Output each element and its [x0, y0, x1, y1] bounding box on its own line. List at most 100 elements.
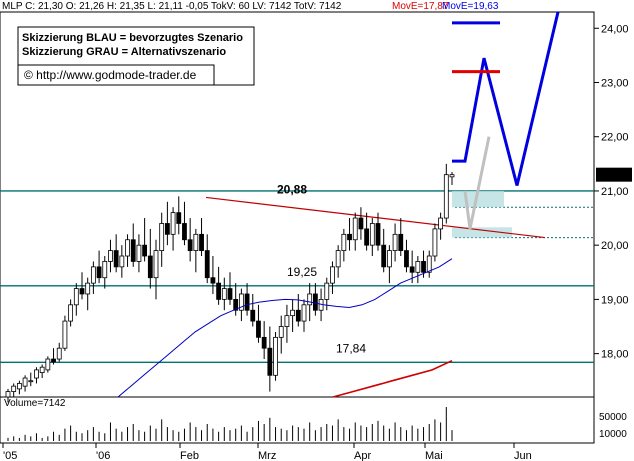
moving-average-red	[332, 359, 453, 398]
candle-body	[404, 250, 409, 268]
x-tick-label: Feb	[180, 450, 199, 461]
candle-body	[108, 250, 113, 262]
last-price-box	[596, 167, 632, 182]
candle-body	[119, 255, 125, 268]
candle-body	[164, 223, 170, 235]
header-mov2: MovE=19,63	[442, 1, 499, 12]
candle-body	[392, 233, 398, 251]
candle-body	[398, 233, 404, 251]
candle-body	[369, 223, 375, 246]
candle-body	[187, 239, 193, 251]
candle-body	[415, 261, 421, 273]
candle-body	[130, 239, 136, 262]
candle-body	[301, 304, 307, 322]
legend-line-gray: Skizzierung GRAU = Alternativszenario	[22, 46, 226, 58]
y-tick-label: 24,00	[601, 23, 629, 35]
candle-body	[90, 266, 96, 284]
candle-body	[250, 309, 256, 322]
x-tick-label: Jun	[514, 450, 532, 461]
candle-body	[426, 255, 432, 273]
candle-body	[102, 261, 108, 279]
candle-body	[273, 336, 278, 376]
candle-body	[210, 277, 216, 284]
candle-body	[278, 326, 284, 338]
candle-body	[136, 244, 142, 262]
y-tick-label: 21,00	[601, 186, 629, 198]
candle-body	[364, 228, 370, 246]
x-tick-label: Mrz	[258, 450, 276, 461]
header-mov1: MovE=17,87	[392, 1, 449, 12]
candle-body	[295, 309, 301, 322]
y-tick-label: 18,00	[601, 349, 629, 361]
level-label: 19,25	[287, 265, 317, 279]
volume-tick-high: 50000	[599, 412, 627, 423]
candle-body	[358, 217, 364, 230]
candle-body	[375, 223, 381, 246]
candle-body	[11, 385, 17, 392]
candle-body	[73, 288, 79, 306]
target-zone-lower	[452, 227, 512, 238]
candle-body	[227, 288, 233, 300]
y-tick-label: 19,00	[601, 294, 629, 306]
candle-body	[421, 261, 426, 273]
candle-body	[238, 293, 244, 311]
candle-body	[409, 266, 415, 273]
x-tick-label: '05	[3, 450, 17, 461]
candle-body	[256, 320, 261, 338]
candle-body	[199, 233, 204, 251]
candle-body	[290, 309, 296, 317]
copyright-box	[17, 64, 215, 86]
candle-body	[22, 377, 28, 387]
candle-body	[45, 358, 51, 371]
candle-body	[432, 228, 438, 257]
y-tick-label: 20,00	[601, 240, 629, 252]
volume-panel	[0, 396, 595, 444]
candle-body	[51, 358, 56, 363]
candle-body	[449, 174, 455, 178]
candle-body	[381, 244, 387, 268]
candle-body	[324, 282, 330, 300]
candle-body	[341, 233, 347, 251]
level-label: 17,84	[336, 341, 366, 355]
candle-body	[85, 282, 91, 295]
candle-body	[244, 293, 250, 311]
candle-body	[96, 266, 102, 279]
candle-body	[216, 282, 222, 300]
candle-body	[261, 336, 267, 349]
x-tick-label: '06	[96, 450, 110, 461]
candle-body	[170, 212, 176, 235]
candle-body	[267, 347, 273, 376]
candle-body	[56, 347, 62, 360]
candle-body	[147, 255, 153, 279]
candle-body	[193, 233, 199, 251]
y-tick-label: 23,00	[601, 77, 629, 89]
scenario-blue-path	[452, 11, 560, 186]
candle-body	[233, 298, 239, 311]
candle-body	[159, 223, 165, 251]
candle-body	[347, 233, 352, 241]
candle-body	[62, 320, 68, 349]
candle-body	[443, 174, 449, 219]
candle-body	[153, 250, 159, 279]
candle-body	[352, 217, 358, 241]
last-price-label: 21,30	[598, 170, 626, 182]
candle-body	[221, 288, 227, 300]
candle-body	[16, 383, 22, 390]
x-tick-label: Mai	[425, 450, 443, 461]
candle-body	[28, 380, 34, 383]
candle-body	[142, 244, 148, 257]
candle-body	[204, 250, 210, 279]
candle-body	[39, 366, 45, 373]
moving-average-blue	[117, 258, 453, 398]
candle-body	[312, 293, 318, 311]
x-tick-label: Apr	[354, 450, 371, 461]
y-tick-label: 22,00	[601, 132, 629, 144]
scenario-gray-path	[463, 136, 491, 230]
candle-body	[438, 217, 444, 230]
candle-body	[284, 315, 290, 327]
candle-body	[335, 250, 341, 268]
volume-label: Volume=7142	[4, 398, 66, 409]
candle-body	[113, 250, 119, 268]
candle-body	[330, 266, 335, 284]
